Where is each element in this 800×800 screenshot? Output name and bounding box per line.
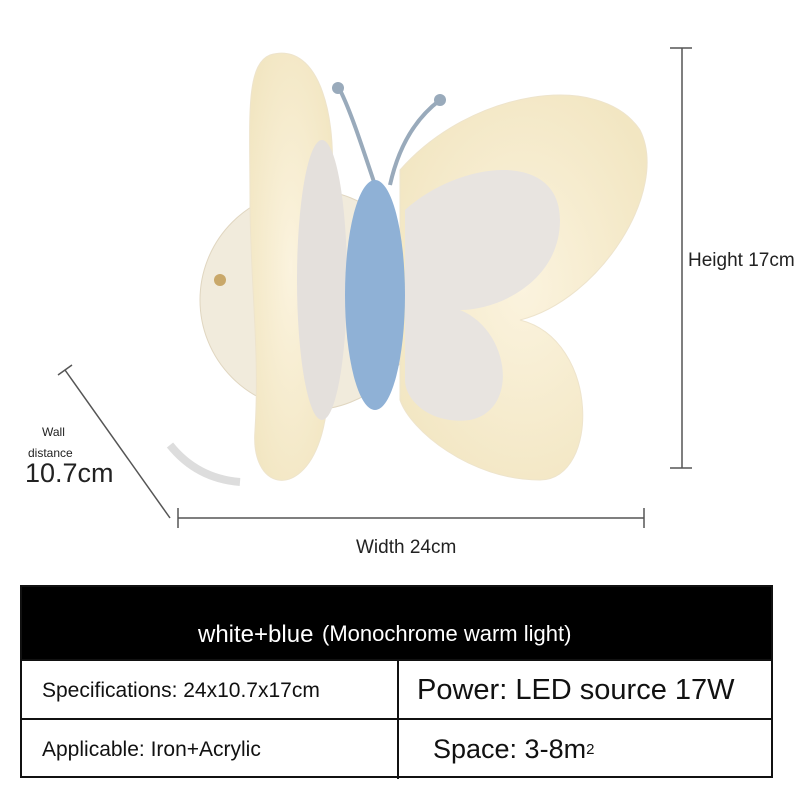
cell: Applicable: Iron+Acrylic <box>42 737 261 761</box>
spec-table: white+blue (Monochrome warm light) Speci… <box>20 585 773 779</box>
cell-text: Space: 3-8m <box>433 734 587 764</box>
wall-label: Wall <box>42 425 65 439</box>
table-header: white+blue (Monochrome warm light) <box>22 587 771 661</box>
width-label: Width 24cm <box>356 537 457 558</box>
table-row: Specifications: 24x10.7x17cm Power: LED … <box>22 659 771 720</box>
color-label: white+blue <box>198 621 314 648</box>
light-label: (Monochrome warm light) <box>322 621 572 646</box>
product-illustration <box>57 47 692 528</box>
wall-label: distance <box>28 446 73 460</box>
cell: Space: 3-8m 2 <box>397 720 594 779</box>
wall-value: 10.7cm <box>25 458 114 488</box>
height-label: Height 17cm <box>688 250 795 271</box>
cell: Specifications: 24x10.7x17cm <box>42 678 320 702</box>
superscript: 2 <box>586 741 595 758</box>
table-row: Applicable: Iron+Acrylic Space: 3-8m 2 <box>22 718 771 779</box>
cell: Power: LED source 17W <box>397 661 735 720</box>
